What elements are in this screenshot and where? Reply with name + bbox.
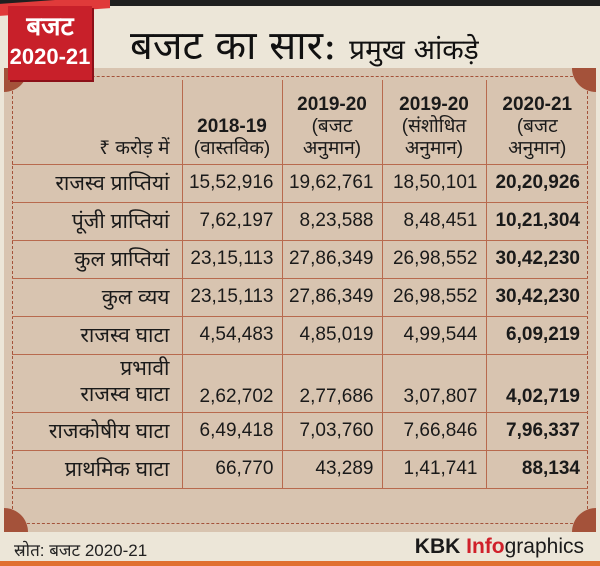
- cell: 2,62,702: [181, 353, 283, 413]
- cell: 6,49,418: [181, 411, 283, 451]
- page-title: बजट का सार: प्रमुख आंकड़े: [130, 16, 479, 71]
- row-label: कुल प्राप्तियां: [12, 239, 183, 279]
- table-row: प्राथमिक घाटा 66,770 43,289 1,41,741 88,…: [12, 449, 588, 489]
- cell: 7,03,760: [281, 411, 383, 451]
- cell: 88,134: [485, 449, 588, 489]
- row-label: राजस्व घाटा: [12, 315, 183, 355]
- table-row: राजकोषीय घाटा 6,49,418 7,03,760 7,66,846…: [12, 411, 588, 451]
- top-bar: [0, 0, 600, 6]
- table-row: राजस्व प्राप्तियां 15,52,916 19,62,761 1…: [12, 163, 588, 203]
- cell: 66,770: [181, 449, 283, 489]
- row-label: कुल व्यय: [12, 277, 183, 317]
- budget-table: ₹ करोड़ में 2018-19 (वास्तविक) 2019-20 (बज…: [12, 80, 588, 489]
- cell: 18,50,101: [381, 163, 487, 203]
- cell: 4,02,719: [485, 353, 588, 413]
- footer: स्रोत: बजट 2020-21 KBK Infographics: [0, 532, 600, 562]
- cell: 27,86,349: [281, 239, 383, 279]
- cell: 2,77,686: [281, 353, 383, 413]
- table-row: प्रभावी राजस्व घाटा 2,62,702 2,77,686 3,0…: [12, 353, 588, 413]
- cell: 30,42,230: [485, 239, 588, 279]
- cell: 15,52,916: [181, 163, 283, 203]
- row-label: पूंजी प्राप्तियां: [12, 201, 183, 241]
- cell: 26,98,552: [381, 277, 487, 317]
- title-main: बजट का सार:: [130, 23, 337, 69]
- header-row: ₹ करोड़ में 2018-19 (वास्तविक) 2019-20 (बज…: [12, 80, 588, 165]
- cell: 7,62,197: [181, 201, 283, 241]
- cell: 8,23,588: [281, 201, 383, 241]
- cell: 43,289: [281, 449, 383, 489]
- row-label: राजस्व प्राप्तियां: [12, 163, 183, 203]
- data-panel: ₹ करोड़ में 2018-19 (वास्तविक) 2019-20 (बज…: [4, 68, 596, 532]
- row-label: राजकोषीय घाटा: [12, 411, 183, 451]
- cell: 26,98,552: [381, 239, 487, 279]
- table-row: कुल व्यय 23,15,113 27,86,349 26,98,552 3…: [12, 277, 588, 317]
- table-row: राजस्व घाटा 4,54,483 4,85,019 4,99,544 6…: [12, 315, 588, 355]
- badge-label: बजट: [26, 12, 74, 42]
- cell: 1,41,741: [381, 449, 487, 489]
- column-header: 2019-20 (बजट अनुमान): [281, 80, 383, 165]
- cell: 8,48,451: [381, 201, 487, 241]
- budget-badge: बजट 2020-21: [8, 6, 92, 80]
- bottom-bar: [0, 561, 600, 566]
- cell: 19,62,761: [281, 163, 383, 203]
- cell: 3,07,807: [381, 353, 487, 413]
- cell: 23,15,113: [181, 239, 283, 279]
- header: बजट का सार: प्रमुख आंकड़े: [0, 6, 600, 71]
- cell: 4,54,483: [181, 315, 283, 355]
- credit-logo: KBK Infographics: [414, 535, 584, 558]
- cell: 10,21,304: [485, 201, 588, 241]
- cell: 4,85,019: [281, 315, 383, 355]
- column-header: 2018-19 (वास्तविक): [181, 80, 283, 165]
- cell: 7,66,846: [381, 411, 487, 451]
- row-label: प्राथमिक घाटा: [12, 449, 183, 489]
- cell: 6,09,219: [485, 315, 588, 355]
- column-header: 2020-21 (बजट अनुमान): [485, 80, 588, 165]
- cell: 20,20,926: [485, 163, 588, 203]
- title-subtitle: प्रमुख आंकड़े: [349, 33, 479, 66]
- table-row: पूंजी प्राप्तियां 7,62,197 8,23,588 8,48…: [12, 201, 588, 241]
- table-row: कुल प्राप्तियां 23,15,113 27,86,349 26,9…: [12, 239, 588, 279]
- column-header: 2019-20 (संशोधित अनुमान): [381, 80, 487, 165]
- cell: 30,42,230: [485, 277, 588, 317]
- cell: 7,96,337: [485, 411, 588, 451]
- cell: 4,99,544: [381, 315, 487, 355]
- badge-year: 2020-21: [9, 44, 91, 69]
- unit-label: ₹ करोड़ में: [12, 80, 183, 165]
- cell: 23,15,113: [181, 277, 283, 317]
- row-label: प्रभावी राजस्व घाटा: [12, 353, 183, 413]
- source-note: स्रोत: बजट 2020-21: [14, 541, 148, 560]
- cell: 27,86,349: [281, 277, 383, 317]
